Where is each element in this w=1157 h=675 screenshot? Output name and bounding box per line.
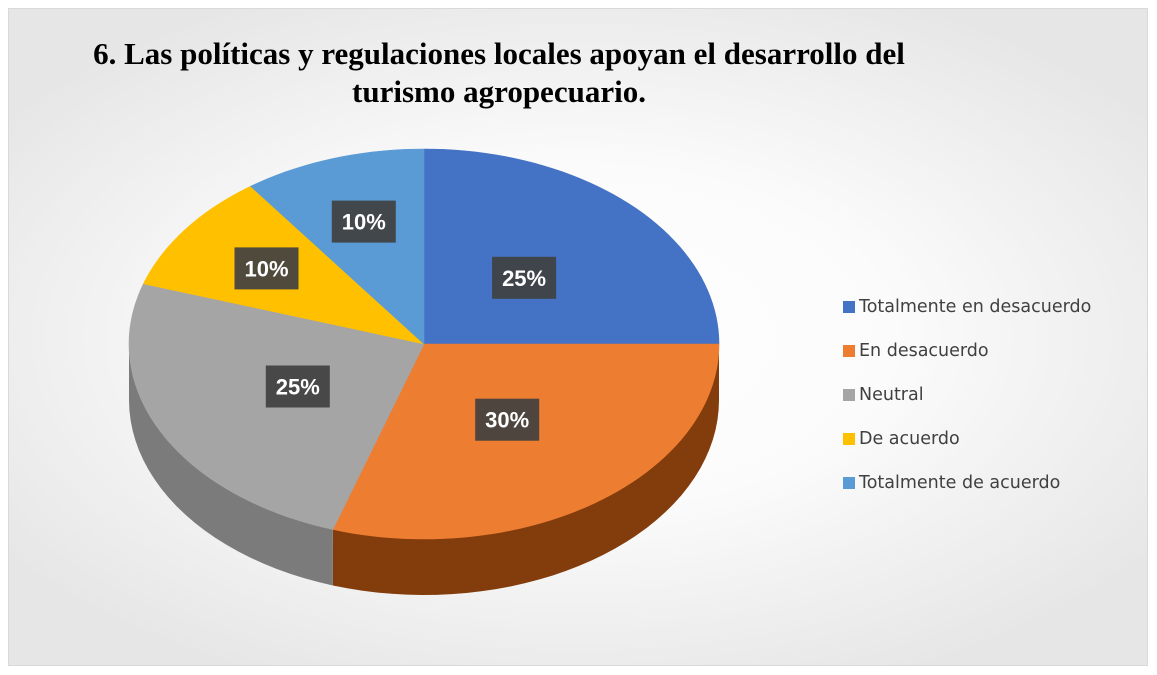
legend-label: Totalmente en desacuerdo xyxy=(859,297,1092,317)
data-label-totalmente-en-desacuerdo: 25% xyxy=(492,256,557,299)
legend-swatch xyxy=(843,301,855,313)
pie-chart: 25% 30% 25% 10% 10% xyxy=(128,148,720,595)
data-label-totalmente-de-acuerdo: 10% xyxy=(331,200,396,243)
legend-label: De acuerdo xyxy=(859,429,960,449)
legend-label: Totalmente de acuerdo xyxy=(859,473,1061,493)
pie-slice-totalmente-de-acuerdo[interactable] xyxy=(250,148,425,345)
data-label-box xyxy=(492,256,557,299)
legend-swatch xyxy=(843,389,855,401)
pie-slice-totalmente-en-desacuerdo[interactable] xyxy=(423,148,720,345)
pie-side-walls xyxy=(129,344,719,595)
data-label-en-desacuerdo: 30% xyxy=(475,398,540,441)
legend-label: En desacuerdo xyxy=(859,341,989,361)
legend-swatch xyxy=(843,477,855,489)
data-label-text: 30% xyxy=(485,408,529,433)
legend: Totalmente en desacuerdo En desacuerdo Neu… xyxy=(843,285,1143,505)
data-label-text: 25% xyxy=(502,266,546,291)
data-label-box xyxy=(234,247,299,290)
data-label-box xyxy=(331,200,396,243)
pie-slices xyxy=(128,148,720,540)
data-label-neutral: 25% xyxy=(265,365,330,408)
data-label-box xyxy=(265,365,330,408)
legend-item-en-desacuerdo: En desacuerdo xyxy=(843,329,1143,373)
data-label-text: 25% xyxy=(276,375,320,400)
data-label-text: 10% xyxy=(244,256,288,281)
legend-item-totalmente-de-acuerdo: Totalmente de acuerdo xyxy=(843,461,1143,505)
legend-label: Neutral xyxy=(859,385,924,405)
data-labels: 25% 30% 25% 10% 10% xyxy=(234,200,557,441)
legend-item-totalmente-en-desacuerdo: Totalmente en desacuerdo xyxy=(843,285,1143,329)
pie-side-en-desacuerdo xyxy=(332,344,719,595)
legend-swatch xyxy=(843,433,855,445)
legend-item-de-acuerdo: De acuerdo xyxy=(843,417,1143,461)
legend-item-neutral: Neutral xyxy=(843,373,1143,417)
data-label-de-acuerdo: 10% xyxy=(234,247,299,290)
data-label-text: 10% xyxy=(342,210,386,235)
chart-title: 6. Las políticas y regulaciones locales … xyxy=(93,36,905,109)
legend-swatch xyxy=(843,345,855,357)
pie-side-neutral xyxy=(129,344,333,586)
chart-frame: 25% 30% 25% 10% 10% 6. Las políticas y regul… xyxy=(8,8,1148,666)
pie-slice-en-desacuerdo[interactable] xyxy=(332,343,720,540)
data-label-box xyxy=(475,398,540,441)
